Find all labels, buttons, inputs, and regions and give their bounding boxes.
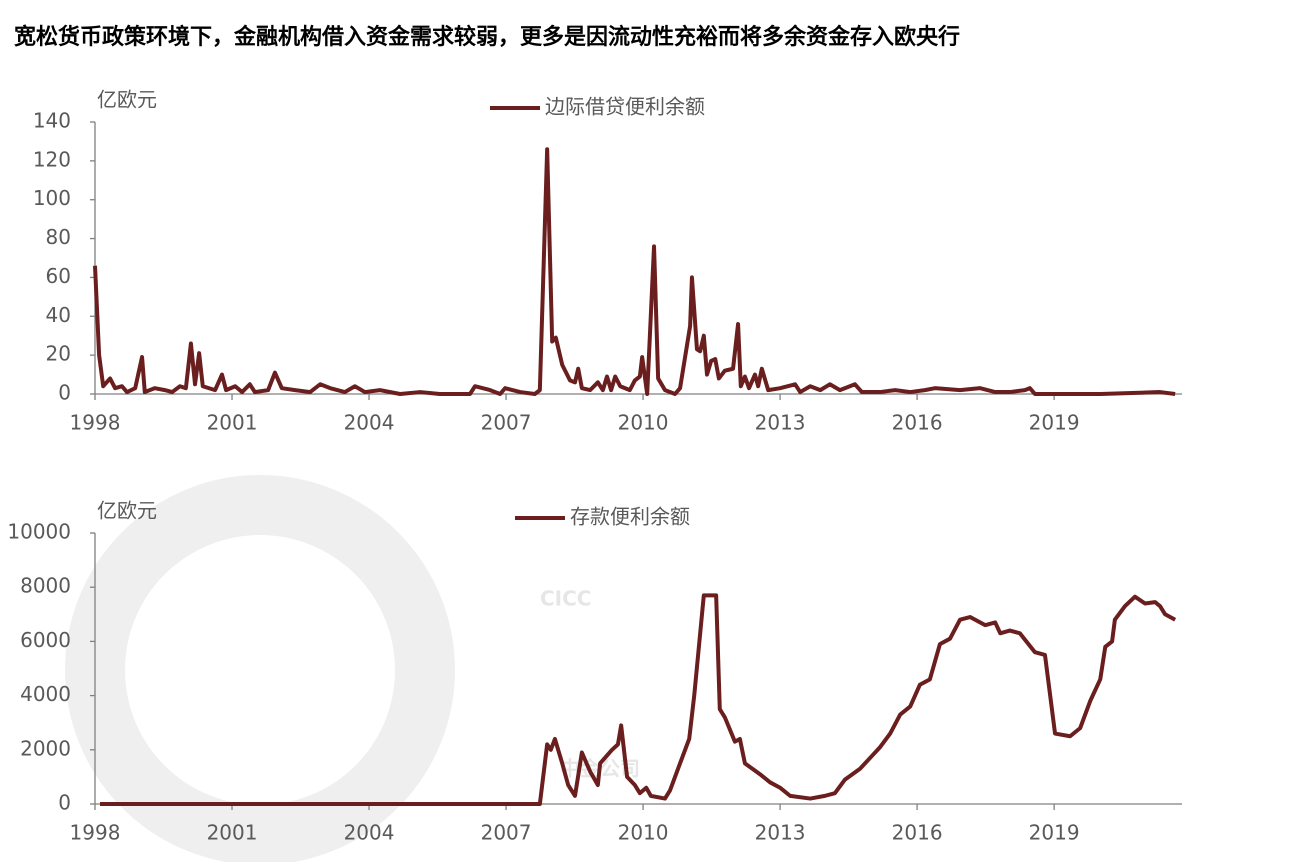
legend-label: 存款便利余额 xyxy=(570,505,690,529)
x-tick-label: 2016 xyxy=(892,821,943,845)
x-tick-label: 1998 xyxy=(70,821,121,845)
y-tick-label: 40 xyxy=(46,303,71,327)
y-tick-label: 0 xyxy=(58,381,71,405)
y-tick-label: 120 xyxy=(33,147,71,171)
y-tick-label: 8000 xyxy=(20,574,71,598)
y-tick-label: 100 xyxy=(33,186,71,210)
watermark: CICC xyxy=(540,587,591,611)
x-tick-label: 2004 xyxy=(344,821,395,845)
y-tick-label: 10000 xyxy=(7,520,71,544)
legend-label: 边际借贷便利余额 xyxy=(545,95,705,119)
y-tick-label: 80 xyxy=(46,225,71,249)
y-tick-label: 6000 xyxy=(20,628,71,652)
y-axis-label: 亿欧元 xyxy=(97,88,157,112)
x-tick-label: 2010 xyxy=(618,821,669,845)
x-tick-label: 2019 xyxy=(1029,821,1080,845)
x-tick-label: 2001 xyxy=(207,821,258,845)
y-tick-label: 140 xyxy=(33,109,71,133)
x-tick-label: 2019 xyxy=(1029,411,1080,435)
x-tick-label: 2007 xyxy=(481,411,532,435)
x-tick-label: 2013 xyxy=(755,411,806,435)
x-tick-label: 2007 xyxy=(481,821,532,845)
y-axis-label: 亿欧元 xyxy=(97,499,157,523)
y-tick-label: 0 xyxy=(58,791,71,815)
x-tick-label: 2010 xyxy=(618,411,669,435)
x-tick-label: 2016 xyxy=(892,411,943,435)
page-title: 宽松货币政策环境下，金融机构借入资金需求较弱，更多是因流动性充裕而将多余资金存入… xyxy=(14,24,960,50)
series-line xyxy=(93,147,1176,396)
x-tick-label: 2001 xyxy=(207,411,258,435)
watermark-logo xyxy=(65,475,455,862)
y-tick-label: 4000 xyxy=(20,682,71,706)
y-tick-label: 60 xyxy=(46,264,71,288)
x-tick-label: 1998 xyxy=(70,411,121,435)
x-tick-label: 2013 xyxy=(755,821,806,845)
y-tick-label: 20 xyxy=(46,342,71,366)
x-tick-label: 2004 xyxy=(344,411,395,435)
y-tick-label: 2000 xyxy=(20,736,71,760)
series-line xyxy=(100,593,1177,806)
